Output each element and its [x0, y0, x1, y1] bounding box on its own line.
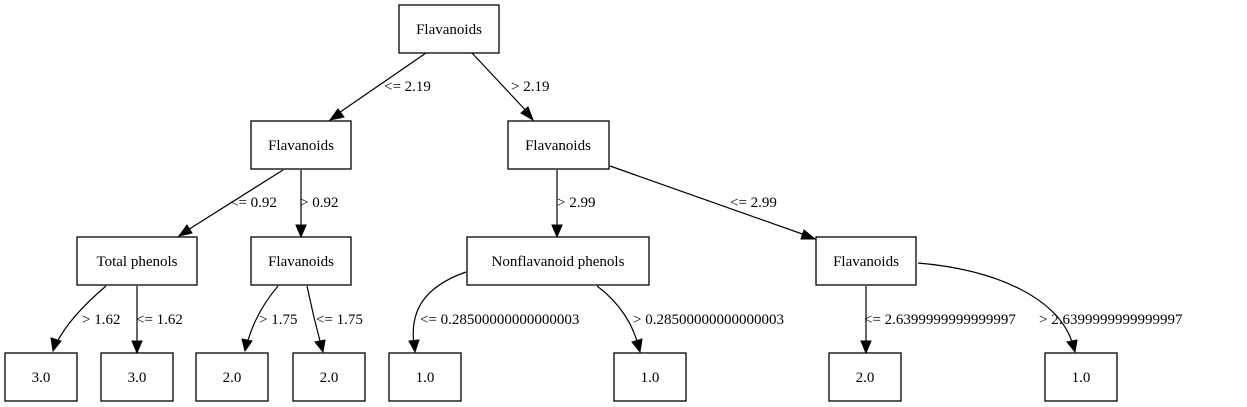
edge-nonflav-to-leaf6 [596, 285, 643, 354]
edge-label-flav2-left: > 2.99 [557, 195, 595, 211]
edge-flav1-to-totalphenols [177, 169, 284, 237]
node-flavanoids-left-label: Flavanoids [268, 138, 334, 154]
node-root-flavanoids: Flavanoids [398, 4, 500, 54]
edge-label-flav6-left: <= 2.6399999999999997 [864, 312, 1016, 328]
leaf-label: 2.0 [320, 370, 339, 386]
node-flavanoids-r2: Flavanoids [815, 236, 917, 286]
edge-totalphenols-to-leaf2 [131, 286, 143, 355]
leaf-node: 2.0 [292, 352, 366, 402]
node-flavanoids-l2: Flavanoids [250, 236, 352, 286]
edge-label-flav1-right: > 0.92 [300, 195, 338, 211]
edge-root-to-right [471, 52, 534, 122]
node-flavanoids-left: Flavanoids [250, 120, 352, 170]
edge-label-flav2-right: <= 2.99 [730, 195, 777, 211]
leaf-node: 1.0 [613, 352, 687, 402]
leaf-node: 2.0 [195, 352, 269, 402]
edge-flav6-to-leaf7 [860, 286, 872, 355]
edge-label-flav6-right: > 2.6399999999999997 [1039, 312, 1183, 328]
edge-flav2-to-nonflav [551, 170, 563, 239]
edge-totalphenols-to-leaf1 [50, 285, 107, 353]
edge-nonflav-to-leaf5 [408, 271, 467, 354]
node-flavanoids-right: Flavanoids [507, 120, 610, 170]
edge-flav4-to-leaf3 [241, 285, 279, 353]
leaf-node: 2.0 [828, 352, 902, 402]
leaf-label: 1.0 [416, 370, 435, 386]
leaf-label: 2.0 [856, 370, 875, 386]
edge-label-tp-right: <= 1.62 [136, 312, 183, 328]
edge-root-to-left [328, 52, 427, 121]
edge-flav4-to-leaf4 [306, 285, 326, 354]
node-total-phenols: Total phenols [76, 236, 198, 286]
edge-label-root-left: <= 2.19 [384, 79, 431, 95]
edge-label-flav1-left: <= 0.92 [230, 195, 277, 211]
edge-label-flav4-right: <= 1.75 [316, 312, 363, 328]
node-nonflavanoid-phenols-label: Nonflavanoid phenols [492, 254, 625, 270]
edge-label-flav4-left: > 1.75 [259, 312, 297, 328]
node-flavanoids-r2-label: Flavanoids [833, 254, 899, 270]
edge-flav1-to-flav4 [295, 170, 307, 239]
leaf-node: 1.0 [388, 352, 462, 402]
edge-flav6-to-leaf8 [917, 262, 1078, 354]
leaf-label: 2.0 [223, 370, 242, 386]
node-flavanoids-l2-label: Flavanoids [268, 254, 334, 270]
edge-label-tp-left: > 1.62 [82, 312, 120, 328]
edge-label-root-right: > 2.19 [511, 79, 549, 95]
node-total-phenols-label: Total phenols [96, 254, 177, 270]
edge-flav2-to-flav6 [609, 165, 817, 240]
leaf-node: 3.0 [4, 352, 78, 402]
leaf-label: 1.0 [1072, 370, 1091, 386]
leaf-node: 3.0 [100, 352, 174, 402]
node-nonflavanoid-phenols: Nonflavanoid phenols [466, 236, 650, 286]
leaf-label: 3.0 [32, 370, 51, 386]
node-root-label: Flavanoids [416, 22, 482, 38]
leaf-label: 3.0 [128, 370, 147, 386]
leaf-label: 1.0 [641, 370, 660, 386]
leaf-node: 1.0 [1044, 352, 1118, 402]
edge-label-nonflav-left: <= 0.28500000000000003 [420, 312, 579, 328]
node-flavanoids-right-label: Flavanoids [525, 138, 591, 154]
edge-label-nonflav-right: > 0.28500000000000003 [633, 312, 784, 328]
